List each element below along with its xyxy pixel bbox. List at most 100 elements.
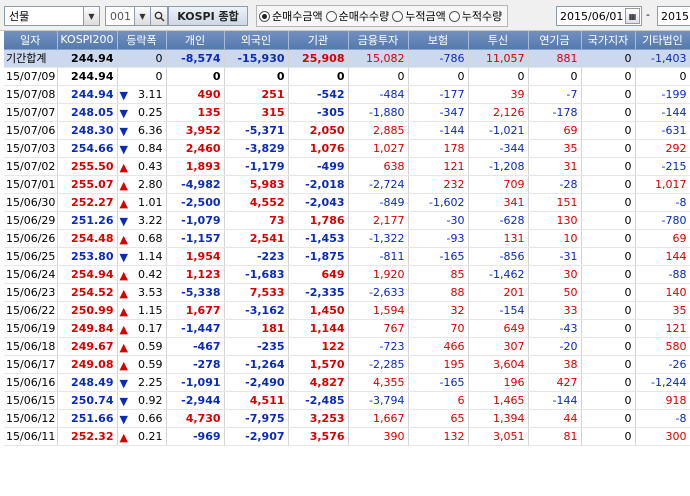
table-row[interactable]: 15/07/08 244.94 ▼ 3.11 490 251 -542 -484 -177 39-… <box>4 85 690 104</box>
gov-cell: 0 <box>581 301 636 320</box>
individual-cell: 0 <box>166 67 225 86</box>
table-row[interactable]: 15/06/24 254.94 ▲ 0.42 1,123 -1,683 649 1,920 85… <box>4 265 690 284</box>
column-header[interactable]: 기타법인 <box>635 31 690 50</box>
table-row[interactable]: 15/06/18 249.67 ▲ 0.59 -467 -235 122 -723 466 307… <box>4 337 690 356</box>
column-header[interactable]: 국가지자 <box>581 31 636 50</box>
column-header[interactable]: 일자 <box>4 31 58 50</box>
date-cell: 15/06/23 <box>4 283 58 302</box>
triangle-up-icon: ▲ <box>119 160 128 174</box>
column-header[interactable]: 외국인 <box>224 31 289 50</box>
kospi-cell: 248.49 <box>57 373 118 392</box>
table-row[interactable]: 15/07/02 255.50 ▲ 0.43 1,893 -1,179 -499 638 121… <box>4 157 690 176</box>
pension-cell: 44 <box>528 409 582 428</box>
table-row[interactable]: 15/07/07 248.05 ▼ 0.25 135 315 -305 -1,880 -347 2… <box>4 103 690 122</box>
gov-cell: 0 <box>581 337 636 356</box>
institution-cell: 1,786 <box>288 211 349 230</box>
foreign-cell: -1,264 <box>224 355 289 374</box>
corp-cell: 580 <box>635 337 690 356</box>
radio-selected-icon <box>259 10 270 22</box>
table-row[interactable]: 15/06/23 254.52 ▲ 3.53 -5,338 7,533 -2,335 -2,6… <box>4 283 690 302</box>
fin-cell: -1,322 <box>348 229 409 248</box>
change-value: 3.53 <box>138 285 163 299</box>
display-mode-radio[interactable]: 순매수수량 <box>325 8 389 24</box>
triangle-down-icon: ▼ <box>119 250 128 264</box>
foreign-cell: -2,490 <box>224 373 289 392</box>
kospi-cell: 250.74 <box>57 391 118 410</box>
chevron-down-icon[interactable]: ▼ <box>83 7 99 25</box>
change-value: 0.43 <box>138 159 163 173</box>
table-row[interactable]: 15/06/22 250.99 ▲ 1.15 1,677 -3,162 1,450 1,594… <box>4 301 690 320</box>
gov-cell: 0 <box>581 49 636 68</box>
date-cell: 15/07/08 <box>4 85 58 104</box>
date-cell: 15/06/18 <box>4 337 58 356</box>
foreign-cell: 181 <box>224 319 289 338</box>
gov-cell: 0 <box>581 67 636 86</box>
change-value: 0.42 <box>138 267 163 281</box>
pension-cell: -20 <box>528 337 582 356</box>
corp-cell: 918 <box>635 391 690 410</box>
table-row[interactable]: 15/07/09 244.94 0 0 0 0 0 0 0 0 0 0 <box>4 67 690 86</box>
date-cell: 기간합계 <box>4 49 58 68</box>
column-header[interactable]: 개인 <box>166 31 225 50</box>
triangle-up-icon: ▲ <box>119 304 128 318</box>
change-cell: ▲ 0.42 <box>117 265 167 284</box>
insurance-cell: 65 <box>408 409 469 428</box>
table-row[interactable]: 15/06/12 251.66 ▼ 0.66 4,730 -7,975 3,253 1,667… <box>4 409 690 428</box>
table-row[interactable]: 15/06/15 250.74 ▼ 0.92 -2,944 4,511 -2,485 -3,7… <box>4 391 690 410</box>
table-row[interactable]: 15/06/16 248.49 ▼ 2.25 -1,091 -2,490 4,827 4,35… <box>4 373 690 392</box>
fin-cell: -2,285 <box>348 355 409 374</box>
pension-cell: -178 <box>528 103 582 122</box>
column-header[interactable]: 투신 <box>468 31 529 50</box>
triangle-up-icon: ▲ <box>119 358 128 372</box>
institution-cell: -542 <box>288 85 349 104</box>
foreign-cell: 2,541 <box>224 229 289 248</box>
display-mode-radio[interactable]: 순매수금액 <box>259 8 323 24</box>
table-row[interactable]: 15/07/01 255.07 ▲ 2.80 -4,982 5,983 -2,018 -2,7… <box>4 175 690 194</box>
table-row[interactable]: 15/07/03 254.66 ▼ 0.84 2,460 -3,829 1,076 1,027… <box>4 139 690 158</box>
table-row[interactable]: 15/06/29 251.26 ▼ 3.22 -1,079 73 1,786 2,177 -30… <box>4 211 690 230</box>
individual-cell: 1,954 <box>166 247 225 266</box>
column-header[interactable]: 보험 <box>408 31 469 50</box>
trust-cell: -1,462 <box>468 265 529 284</box>
fin-cell: -2,633 <box>348 283 409 302</box>
table-row[interactable]: 15/06/25 253.80 ▼ 1.14 1,954 -223 -1,875 -811 -1… <box>4 247 690 266</box>
table-row[interactable]: 15/06/17 249.08 ▲ 0.59 -278 -1,264 1,570 -2,285… <box>4 355 690 374</box>
column-header[interactable]: 등락폭 <box>117 31 167 50</box>
display-mode-radio[interactable]: 누적금액 <box>392 8 446 24</box>
kind-select[interactable]: 선물 ▼ <box>4 6 100 26</box>
institution-cell: 1,570 <box>288 355 349 374</box>
corp-cell: 292 <box>635 139 690 158</box>
gov-cell: 0 <box>581 85 636 104</box>
summary-row[interactable]: 기간합계 244.94 0 -8,574 -15,930 25,908 15,082 -786… <box>4 49 690 68</box>
start-date-field[interactable]: 2015/06/01 ▦ <box>556 6 642 26</box>
column-header[interactable]: 기관 <box>288 31 349 50</box>
table-row[interactable]: 15/06/30 252.27 ▲ 1.01 -2,500 4,552 -2,043 -849… <box>4 193 690 212</box>
display-mode-radio[interactable]: 누적수량 <box>448 8 502 24</box>
table-row[interactable]: 15/06/26 254.48 ▲ 0.68 -1,157 2,541 -1,453 -1,3… <box>4 229 690 248</box>
insurance-cell: -30 <box>408 211 469 230</box>
gov-cell: 0 <box>581 211 636 230</box>
pension-cell: 30 <box>528 265 582 284</box>
trust-cell: -856 <box>468 247 529 266</box>
calendar-icon[interactable]: ▦ <box>625 8 640 24</box>
search-button[interactable] <box>151 6 168 26</box>
kospi-cell: 252.32 <box>57 427 118 446</box>
institution-cell: -2,043 <box>288 193 349 212</box>
column-header[interactable]: 연기금 <box>528 31 582 50</box>
table-row[interactable]: 15/07/06 248.30 ▼ 6.36 3,952 -5,371 2,050 2,885… <box>4 121 690 140</box>
table-row[interactable]: 15/06/11 252.32 ▲ 0.21 -969 -2,907 3,576 390 132… <box>4 427 690 446</box>
end-date-field[interactable]: 2015 <box>657 6 690 26</box>
gov-cell: 0 <box>581 157 636 176</box>
radio-unselected-icon <box>392 10 404 22</box>
fin-cell: -2,724 <box>348 175 409 194</box>
chevron-down-icon[interactable]: ▼ <box>134 7 150 25</box>
corp-cell: 35 <box>635 301 690 320</box>
column-header[interactable]: KOSPI200 <box>57 31 118 50</box>
individual-cell: 4,730 <box>166 409 225 428</box>
column-header[interactable]: 금융투자 <box>348 31 409 50</box>
code-select[interactable]: 001 ▼ <box>105 6 151 26</box>
table-row[interactable]: 15/06/19 249.84 ▲ 0.17 -1,447 181 1,144 767 70 64… <box>4 319 690 338</box>
foreign-cell: -3,829 <box>224 139 289 158</box>
investor-trading-table[interactable]: 일자 KOSPI200 등락폭 개인 외국인 기관 금융투자 보험 투신 연기금 국가지자 기타법인 … <box>4 31 690 496</box>
individual-cell: -467 <box>166 337 225 356</box>
